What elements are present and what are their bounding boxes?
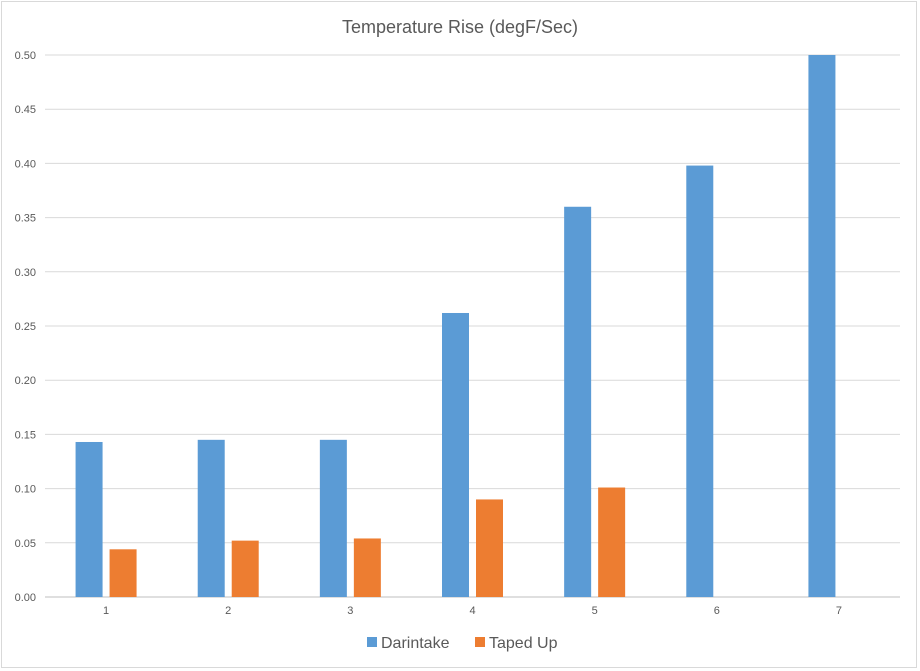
bar-taped-up — [476, 499, 503, 597]
y-tick-label: 0.20 — [15, 375, 36, 387]
x-tick-label: 5 — [592, 605, 598, 617]
x-tick-label: 2 — [225, 605, 231, 617]
y-tick-label: 0.15 — [15, 429, 36, 441]
y-axis-ticks: 0.00 0.05 0.10 0.15 0.20 0.25 0.30 0.35 0.40 0.45… — [15, 50, 36, 604]
bar-darintake — [319, 439, 347, 597]
legend: Darintake Taped Up — [367, 635, 558, 652]
legend-label: Taped Up — [489, 635, 558, 652]
bar-taped-up — [109, 549, 137, 597]
x-tick-label: 6 — [714, 605, 720, 617]
x-tick-label: 3 — [347, 605, 353, 617]
bars — [75, 55, 836, 597]
y-tick-label: 0.45 — [15, 104, 36, 116]
x-axis-ticks: 1 2 3 4 5 6 7 — [103, 605, 842, 617]
bar-darintake — [442, 312, 469, 597]
chart-title: Temperature Rise (degF/Sec) — [342, 17, 578, 37]
x-tick-label: 4 — [469, 605, 475, 617]
x-tick-label: 1 — [103, 605, 109, 617]
bar-darintake — [686, 165, 714, 597]
bar-darintake — [197, 439, 225, 597]
y-tick-label: 0.50 — [15, 50, 36, 62]
y-tick-label: 0.30 — [15, 267, 36, 279]
legend-swatch — [475, 637, 485, 647]
bar-darintake — [564, 206, 592, 597]
legend-swatch — [367, 637, 377, 647]
y-tick-label: 0.00 — [15, 592, 36, 604]
y-tick-label: 0.25 — [15, 321, 36, 333]
y-tick-label: 0.10 — [15, 484, 36, 496]
bar-darintake — [75, 441, 103, 597]
bar-taped-up — [231, 540, 259, 597]
y-tick-label: 0.05 — [15, 538, 36, 550]
bar-taped-up — [598, 487, 626, 597]
bar-darintake — [808, 55, 836, 597]
legend-label: Darintake — [381, 635, 450, 652]
y-tick-label: 0.40 — [15, 158, 36, 170]
bar-taped-up — [353, 538, 381, 597]
y-tick-label: 0.35 — [15, 213, 36, 225]
x-tick-label: 7 — [836, 605, 842, 617]
gridlines — [45, 54, 900, 598]
